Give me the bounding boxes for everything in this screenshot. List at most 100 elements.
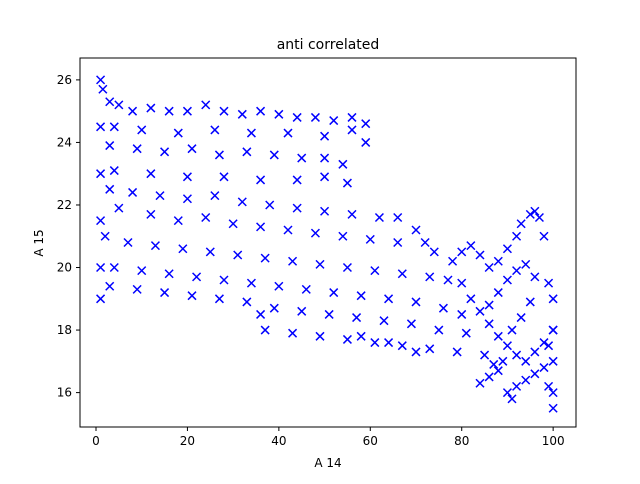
data-point (105, 141, 115, 151)
data-point (484, 262, 494, 273)
data-point (164, 269, 174, 279)
data-point (182, 172, 192, 182)
data-point (219, 106, 229, 116)
data-point (498, 356, 508, 366)
data-point (214, 294, 224, 304)
data-point (347, 125, 357, 135)
data-point (283, 128, 293, 138)
data-point (352, 313, 362, 323)
data-point (96, 122, 106, 132)
data-point (539, 363, 549, 373)
data-point (310, 228, 320, 238)
data-point (109, 262, 119, 273)
data-point (457, 278, 467, 288)
data-point (265, 200, 275, 210)
data-point (132, 284, 142, 294)
data-point (109, 122, 119, 132)
data-point (521, 259, 531, 269)
data-point (297, 153, 307, 163)
data-point (530, 347, 540, 357)
data-point (512, 350, 522, 360)
data-point (512, 266, 522, 276)
data-point (457, 309, 467, 319)
data-point (324, 309, 334, 319)
data-point (210, 191, 220, 201)
data-point (475, 378, 485, 388)
data-point (374, 212, 384, 223)
data-point (256, 106, 266, 116)
y-tick-label: 22 (57, 198, 72, 212)
data-point (137, 266, 147, 276)
data-point (475, 306, 485, 316)
data-point (214, 150, 224, 160)
data-point (320, 172, 330, 182)
data-point (329, 116, 339, 126)
data-point (173, 216, 183, 226)
data-point (484, 372, 494, 382)
data-point (502, 341, 512, 351)
data-point (342, 334, 352, 344)
data-point (160, 288, 170, 298)
data-point (411, 297, 421, 307)
data-point (493, 256, 503, 266)
data-point (539, 338, 549, 348)
data-point (544, 381, 554, 391)
data-point (256, 222, 266, 232)
data-point (187, 144, 197, 154)
data-point (292, 203, 302, 213)
data-point (160, 147, 170, 157)
data-point (484, 319, 494, 329)
data-point (315, 331, 325, 341)
data-point (512, 381, 522, 391)
x-tick-label: 20 (180, 434, 195, 448)
data-point (288, 328, 298, 338)
data-point (457, 247, 467, 257)
data-point (525, 297, 535, 307)
data-point (502, 388, 512, 398)
data-point (521, 375, 531, 385)
data-point (530, 369, 540, 379)
data-point (443, 275, 453, 285)
data-point (338, 231, 348, 241)
data-point (114, 100, 124, 110)
data-point (548, 403, 558, 413)
data-point (219, 172, 229, 182)
data-point (164, 106, 174, 116)
data-point (219, 275, 229, 285)
data-point (361, 119, 371, 129)
data-point (292, 175, 302, 185)
data-point (105, 281, 115, 291)
data-point (96, 262, 106, 273)
data-point (228, 219, 238, 229)
data-point (475, 250, 485, 260)
data-point (530, 272, 540, 282)
data-point (329, 288, 339, 298)
data-points (96, 75, 558, 413)
data-point (493, 331, 503, 341)
data-point (210, 125, 220, 135)
data-point (182, 106, 192, 116)
data-point (201, 212, 211, 223)
data-point (260, 253, 270, 263)
data-point (233, 250, 243, 260)
data-point (96, 169, 106, 179)
data-point (356, 331, 366, 341)
data-point (301, 284, 311, 294)
data-point (461, 328, 471, 338)
data-point (137, 125, 147, 135)
data-point (448, 256, 458, 266)
data-point (516, 219, 526, 229)
data-point (411, 225, 421, 235)
data-point (548, 356, 558, 366)
x-tick-label: 80 (454, 434, 469, 448)
data-point (480, 350, 490, 360)
data-point (96, 216, 106, 226)
data-point (146, 169, 156, 179)
data-point (434, 325, 444, 335)
x-tick-label: 60 (363, 434, 378, 448)
data-point (406, 319, 416, 329)
data-point (297, 306, 307, 316)
data-point (320, 131, 330, 141)
